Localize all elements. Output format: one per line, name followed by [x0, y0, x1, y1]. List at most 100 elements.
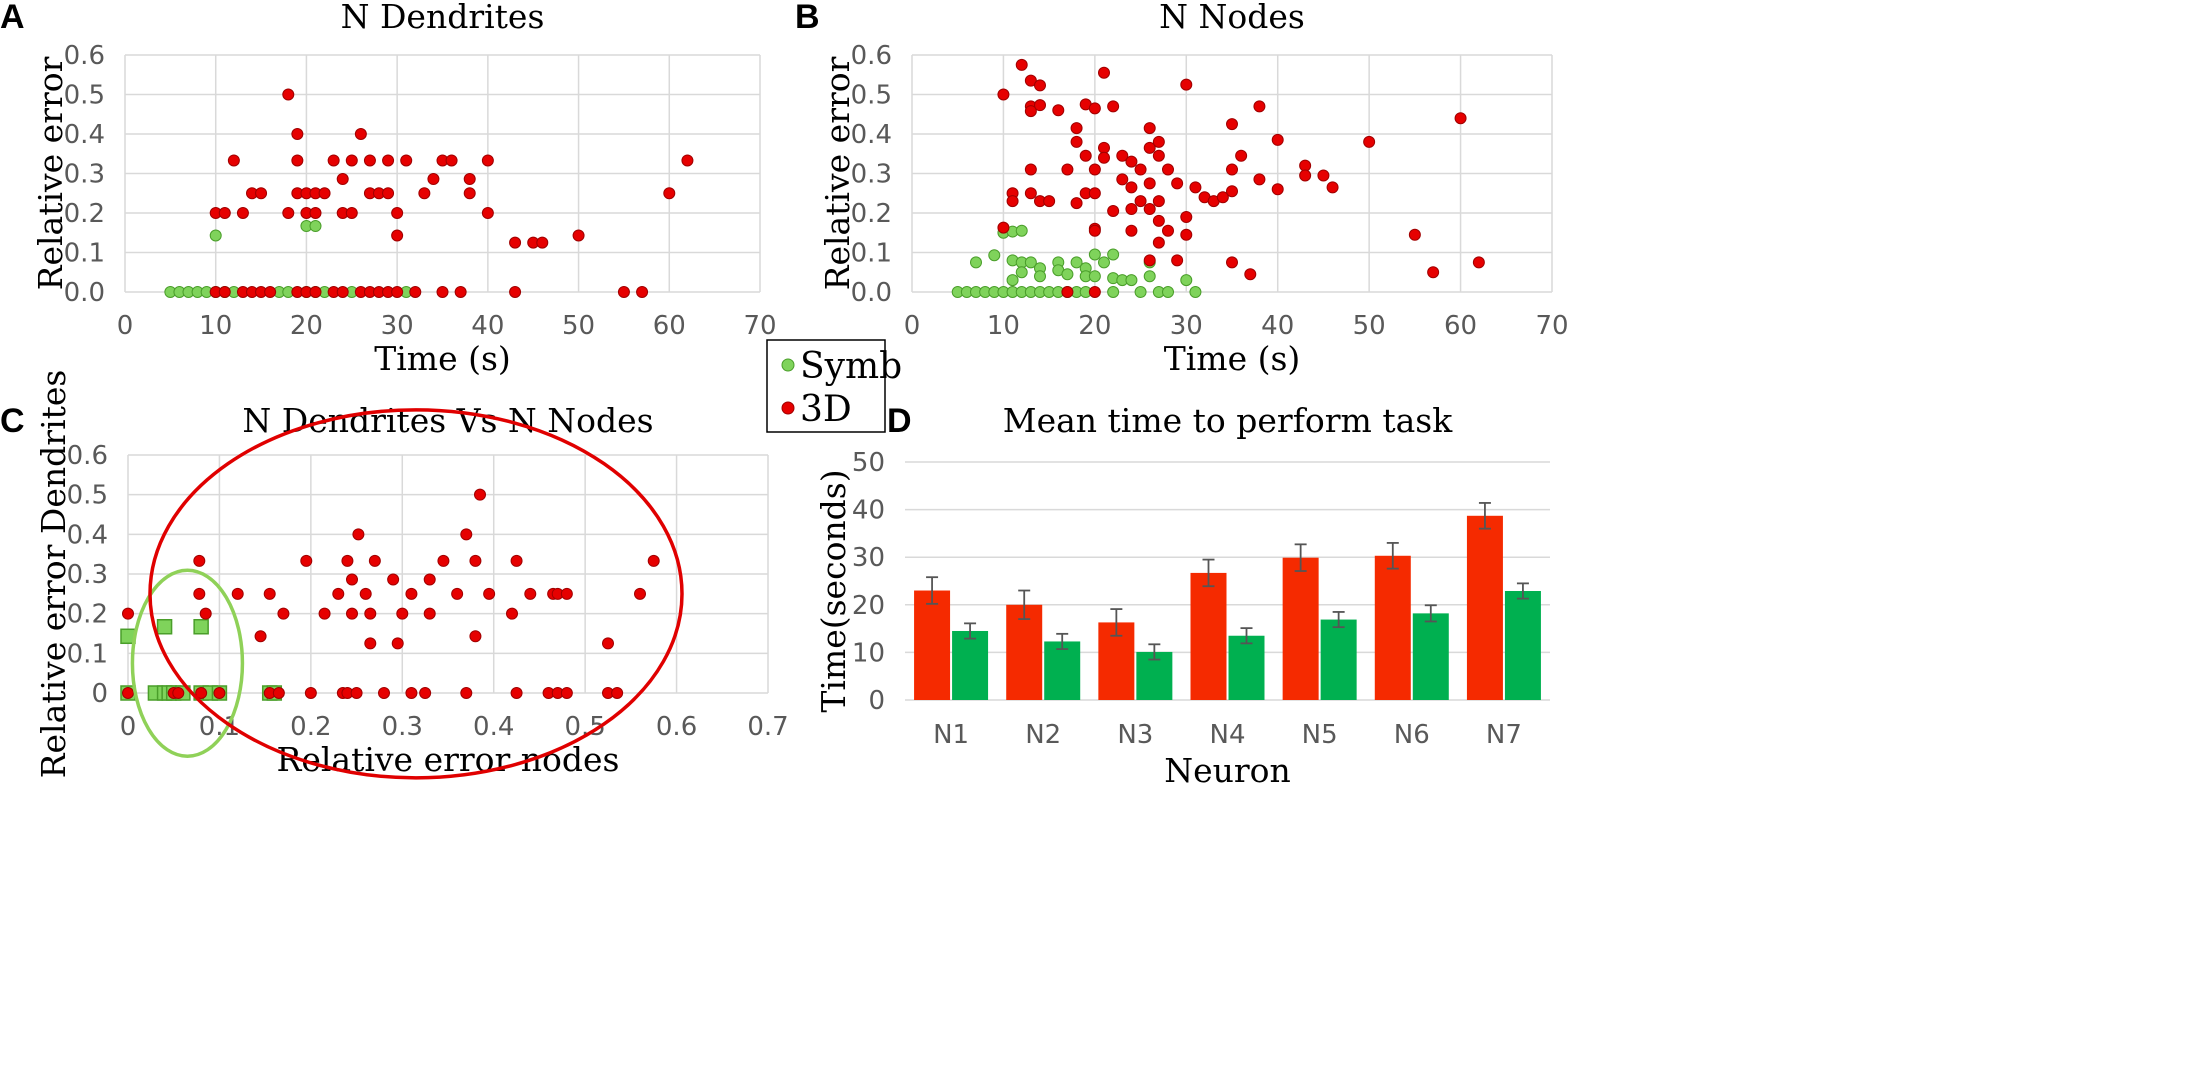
y-tick-label: 0.5 — [64, 81, 105, 111]
x-tick-label: 10 — [987, 311, 1020, 341]
threed-point — [236, 207, 249, 219]
symb-point — [1015, 266, 1028, 279]
x-tick-label: 20 — [1078, 311, 1111, 341]
threed-point — [617, 286, 630, 298]
threed-point — [291, 154, 304, 167]
symb-point — [1098, 256, 1110, 269]
threed-point — [359, 587, 372, 600]
symb-point — [1088, 248, 1101, 261]
threed-point — [1125, 224, 1138, 237]
y-axis-label: Time(seconds) — [814, 469, 853, 712]
threed-point — [451, 587, 464, 600]
symb-point — [1180, 274, 1193, 287]
threed-point — [481, 207, 494, 219]
threed-point — [1088, 286, 1101, 298]
threed-point — [363, 154, 376, 167]
threed-point — [1061, 286, 1074, 298]
threed-point — [327, 154, 340, 167]
threed-point — [524, 587, 537, 600]
symb-point — [1162, 286, 1174, 298]
threed-point — [437, 554, 450, 567]
threed-point — [510, 554, 523, 567]
threed-point — [506, 607, 518, 620]
y-axis-label: Relative error — [818, 56, 857, 290]
symb-point — [1125, 274, 1138, 287]
x-tick-label: 20 — [290, 311, 323, 341]
y-tick-label: 0.1 — [67, 639, 108, 669]
threed-point — [213, 687, 226, 699]
threed-point — [1088, 187, 1101, 200]
threed-point — [122, 607, 134, 620]
threed-point — [1363, 135, 1376, 148]
symb-bar — [1320, 619, 1357, 700]
threed-point — [1271, 133, 1284, 146]
y-tick-label: 0 — [868, 686, 885, 716]
legend-box — [766, 339, 886, 433]
x-tick-label: 50 — [1353, 311, 1386, 341]
threed-point — [1088, 102, 1101, 115]
threed-point — [318, 607, 331, 620]
threed-point — [681, 154, 694, 167]
symb-point — [1015, 224, 1028, 237]
threed-point — [1107, 205, 1120, 218]
y-tick-label: 0.0 — [64, 278, 105, 308]
threed-point — [1180, 210, 1193, 223]
threed-point — [997, 221, 1010, 234]
threed-point — [1171, 177, 1184, 190]
threed-point — [1454, 112, 1467, 125]
threed-point — [1226, 256, 1238, 269]
y-tick-label: 0.4 — [851, 120, 892, 150]
legend-marker — [781, 401, 795, 415]
x-tick-label: 60 — [653, 311, 686, 341]
threed-point — [1034, 79, 1046, 92]
threed-point — [368, 554, 381, 567]
panel-label: D — [887, 402, 912, 440]
threed-point — [345, 207, 358, 219]
x-tick-label: N5 — [1302, 720, 1338, 750]
threed-point — [193, 587, 206, 600]
symb-point — [193, 619, 209, 635]
threed-point — [423, 607, 436, 620]
y-tick-label: 40 — [852, 496, 885, 526]
threed-point — [1052, 104, 1065, 117]
threed-bar — [914, 590, 951, 700]
threed-point — [318, 187, 331, 200]
threed-point — [309, 286, 322, 298]
y-tick-label: 0.1 — [851, 239, 892, 269]
threed-point — [509, 236, 522, 249]
panel-label: C — [0, 402, 25, 440]
symb-point — [1134, 286, 1147, 298]
symb-bar — [952, 630, 989, 700]
threed-point — [195, 687, 208, 699]
threed-point — [336, 286, 349, 298]
threed-point — [382, 187, 395, 200]
threed-point — [419, 687, 432, 699]
symb-point — [988, 249, 1001, 262]
x-tick-label: 0.7 — [747, 712, 788, 742]
threed-point — [560, 587, 573, 600]
threed-point — [454, 286, 467, 298]
threed-point — [1180, 228, 1193, 241]
symb-point — [1034, 270, 1046, 283]
threed-point — [1317, 169, 1330, 182]
symb-bar — [1228, 635, 1265, 700]
threed-point — [387, 573, 400, 586]
threed-point — [1152, 195, 1165, 208]
threed-point — [400, 154, 413, 167]
threed-point — [572, 229, 585, 242]
y-tick-label: 50 — [852, 448, 885, 478]
threed-point — [1162, 163, 1174, 176]
threed-point — [391, 286, 404, 298]
x-tick-label: 60 — [1444, 311, 1477, 341]
chart-title: N Dendrites Vs N Nodes — [242, 401, 653, 440]
y-tick-label: 0.6 — [64, 41, 105, 71]
threed-point — [463, 173, 476, 186]
threed-point — [1299, 169, 1312, 182]
threed-point — [634, 587, 646, 600]
threed-point — [218, 207, 231, 219]
threed-point — [1152, 214, 1165, 227]
x-axis-label: Time (s) — [1164, 339, 1301, 378]
symb-point — [1024, 256, 1037, 269]
